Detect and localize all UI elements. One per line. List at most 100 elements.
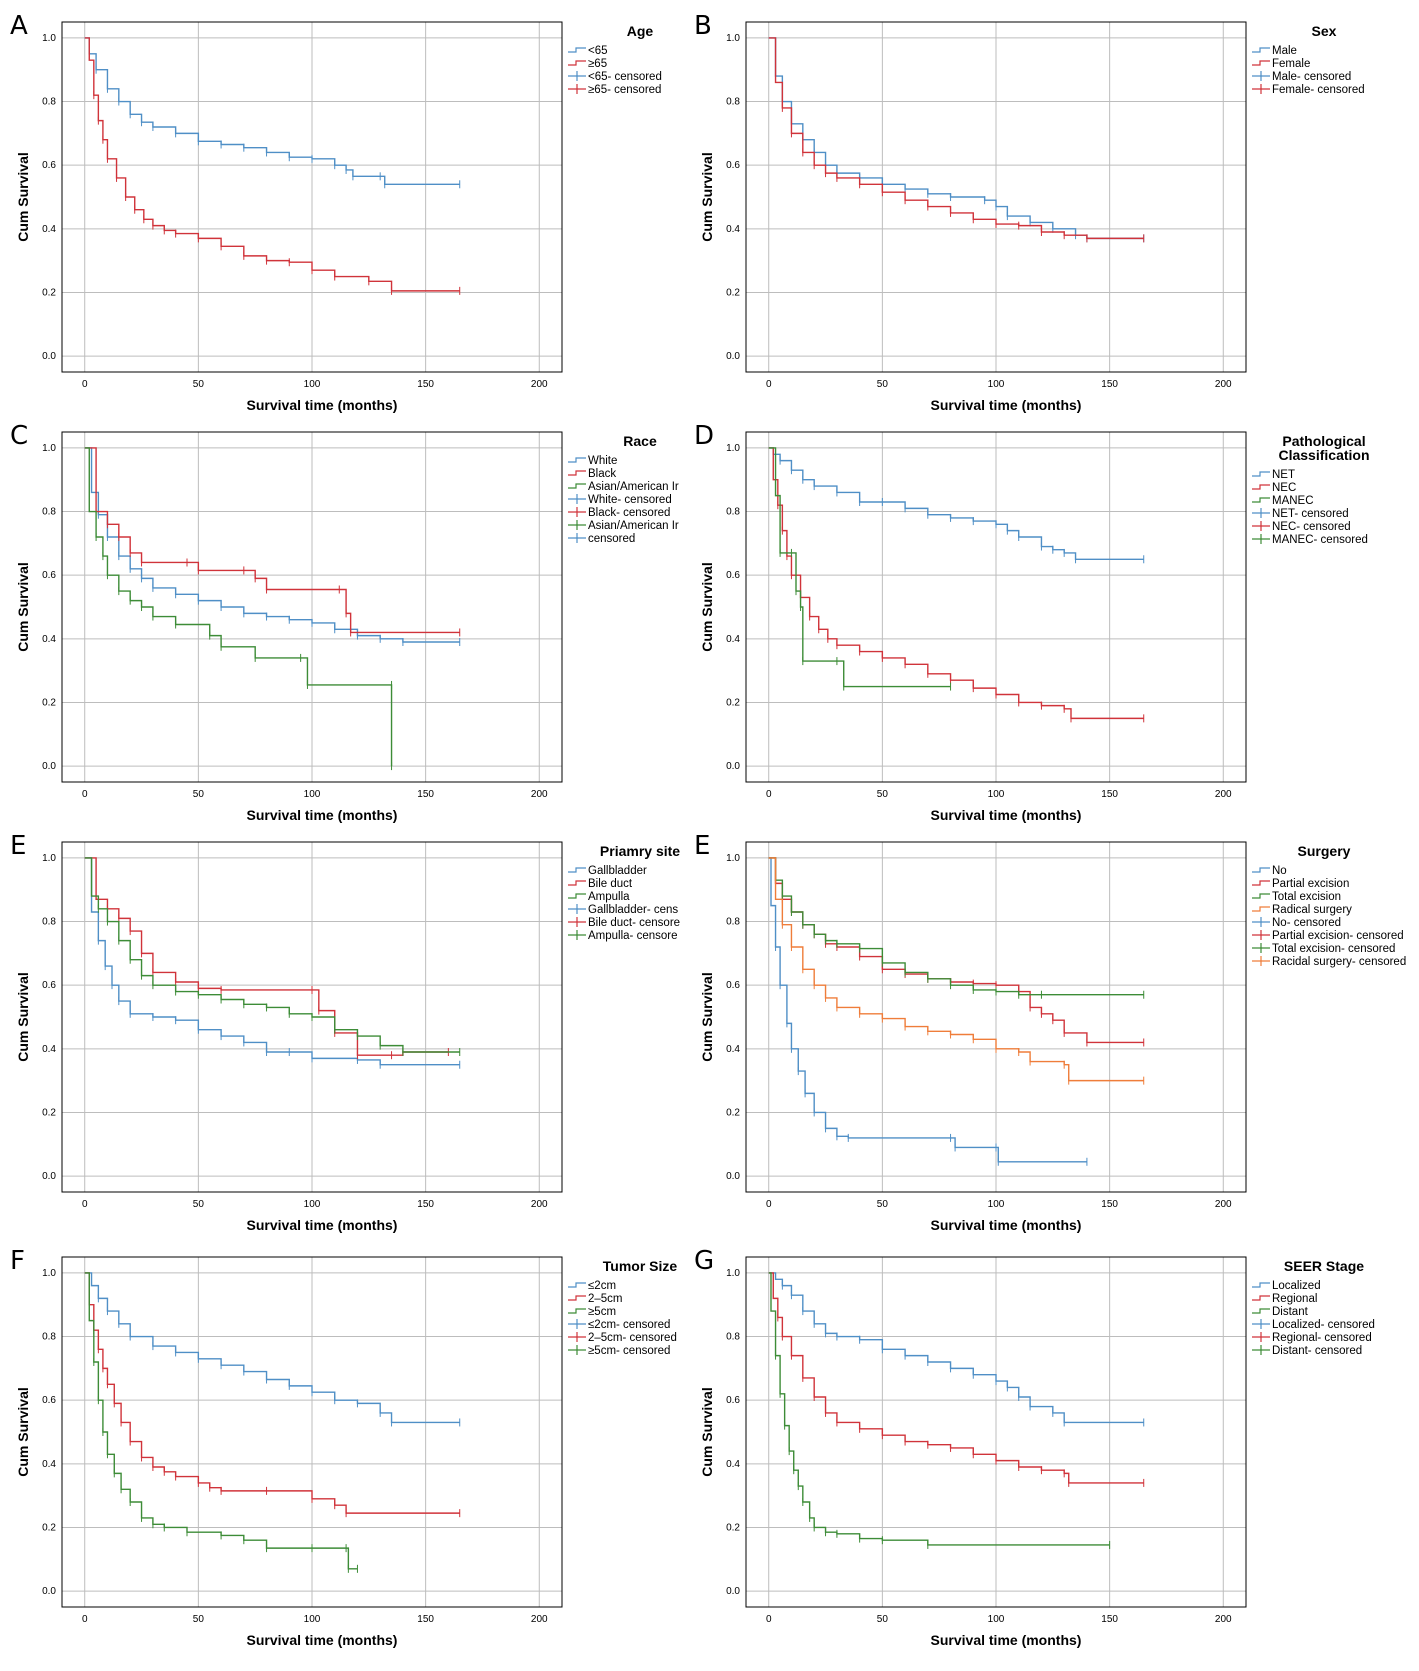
km-curve-NEC bbox=[768, 447, 1144, 720]
legend-label: Female- censored bbox=[1272, 84, 1365, 96]
legend-label: censored bbox=[588, 533, 635, 545]
legend-title: Priamry site bbox=[600, 843, 680, 859]
y-tick-label: 0.4 bbox=[42, 1459, 56, 1470]
legend-swatch bbox=[568, 1282, 586, 1288]
plot-frame bbox=[61, 841, 563, 1193]
panel-letter: E bbox=[694, 831, 710, 861]
x-tick-label: 200 bbox=[1215, 1199, 1232, 1210]
legend-label: White- censored bbox=[588, 494, 672, 506]
y-tick-label: 0.6 bbox=[42, 570, 56, 581]
x-axis-title: Survival time (months) bbox=[247, 807, 398, 823]
y-tick-label: 0.2 bbox=[726, 287, 740, 298]
y-tick-label: 1.0 bbox=[42, 853, 56, 864]
y-tick-label: 0.2 bbox=[42, 1522, 56, 1533]
km-panel-4: D 0 50 100 150 200 0.0 0.2 0.4 0.6 0.8 1.0 Survival … bbox=[694, 421, 1370, 823]
y-tick-label: 0.4 bbox=[42, 1044, 56, 1055]
x-tick-label: 50 bbox=[193, 1614, 205, 1625]
y-tick-label: 0.2 bbox=[42, 287, 56, 298]
legend-swatch bbox=[568, 1295, 586, 1301]
x-axis-title: Survival time (months) bbox=[247, 397, 398, 413]
x-tick-label: 200 bbox=[531, 1614, 548, 1625]
x-tick-label: 150 bbox=[1101, 1199, 1118, 1210]
km-curve-2–5cm bbox=[84, 1272, 460, 1514]
x-tick-label: 0 bbox=[766, 789, 772, 800]
legend-swatch bbox=[1252, 47, 1270, 53]
legend-label: Gallbladder- cens bbox=[588, 904, 678, 916]
legend-label: ≥5cm bbox=[588, 1306, 616, 1318]
x-tick-label: 50 bbox=[877, 1614, 889, 1625]
x-tick-label: 100 bbox=[304, 789, 321, 800]
y-tick-label: 0.8 bbox=[42, 507, 56, 518]
x-tick-label: 50 bbox=[193, 1199, 205, 1210]
legend-title: Pathological bbox=[1282, 433, 1365, 449]
y-tick-label: 1.0 bbox=[726, 443, 740, 454]
y-tick-label: 0.8 bbox=[42, 97, 56, 108]
y-tick-label: 0.0 bbox=[726, 1171, 740, 1182]
legend-label: Asian/American Ir bbox=[588, 520, 679, 532]
y-tick-label: 0.6 bbox=[726, 1395, 740, 1406]
legend-swatch bbox=[1252, 1308, 1270, 1314]
legend-swatch bbox=[568, 880, 586, 886]
y-tick-label: 0.0 bbox=[726, 1586, 740, 1597]
legend-swatch bbox=[568, 457, 586, 463]
km-curve-Total excision bbox=[768, 857, 1144, 996]
legend-label: ≥5cm- censored bbox=[588, 1345, 670, 1357]
x-tick-label: 150 bbox=[417, 379, 434, 390]
x-tick-label: 150 bbox=[417, 1614, 434, 1625]
legend-swatch bbox=[568, 470, 586, 476]
legend-label: MANEC bbox=[1272, 495, 1314, 507]
x-tick-label: 0 bbox=[82, 1614, 88, 1625]
y-tick-label: 0.2 bbox=[726, 1522, 740, 1533]
x-tick-label: 50 bbox=[877, 789, 889, 800]
km-panel-7: F 0 50 100 150 200 0.0 0.2 0.4 0.6 0.8 1.0 Survival … bbox=[10, 1246, 677, 1648]
legend-label: Localized- censored bbox=[1272, 1319, 1375, 1331]
y-tick-label: 0.6 bbox=[42, 980, 56, 991]
legend-label: Female bbox=[1272, 58, 1310, 70]
x-tick-label: 200 bbox=[531, 379, 548, 390]
legend-label: Total excision- censored bbox=[1272, 943, 1395, 955]
x-tick-label: 100 bbox=[304, 1614, 321, 1625]
km-panel-1: A 0 50 100 150 200 0.0 0.2 0.4 0.6 0.8 1.0 Survival … bbox=[10, 11, 662, 413]
legend-swatch bbox=[1252, 484, 1270, 490]
x-tick-label: 0 bbox=[766, 1199, 772, 1210]
legend-label: Regional- censored bbox=[1272, 1332, 1372, 1344]
legend-label: Male bbox=[1272, 45, 1297, 57]
y-tick-label: 0.0 bbox=[42, 761, 56, 772]
km-curve-Male bbox=[768, 37, 1144, 240]
legend-swatch bbox=[1252, 497, 1270, 503]
y-tick-label: 0.6 bbox=[726, 570, 740, 581]
legend-swatch bbox=[1252, 867, 1270, 873]
panel-letter: B bbox=[694, 11, 712, 41]
x-tick-label: 50 bbox=[877, 1199, 889, 1210]
y-tick-label: 0.0 bbox=[42, 1586, 56, 1597]
x-tick-label: 0 bbox=[82, 1199, 88, 1210]
legend-label: MANEC- censored bbox=[1272, 534, 1368, 546]
plot-frame bbox=[745, 431, 1247, 783]
plot-frame bbox=[61, 431, 563, 783]
legend-label: Partial excision bbox=[1272, 878, 1349, 890]
legend-label: ≤2cm bbox=[588, 1280, 616, 1292]
km-curve-Asian/American Ir bbox=[84, 447, 393, 767]
x-tick-label: 150 bbox=[1101, 789, 1118, 800]
y-tick-label: 1.0 bbox=[42, 443, 56, 454]
plot-frame bbox=[745, 1256, 1247, 1608]
x-tick-label: 50 bbox=[193, 379, 205, 390]
legend-label: Radical surgery bbox=[1272, 904, 1352, 916]
y-tick-label: 1.0 bbox=[726, 1268, 740, 1279]
legend-label: Bile duct- censore bbox=[588, 917, 680, 929]
y-tick-label: 0.4 bbox=[726, 224, 740, 235]
x-tick-label: 100 bbox=[988, 379, 1005, 390]
x-tick-label: 50 bbox=[877, 379, 889, 390]
x-tick-label: 100 bbox=[304, 379, 321, 390]
x-tick-label: 0 bbox=[766, 1614, 772, 1625]
x-axis-title: Survival time (months) bbox=[931, 807, 1082, 823]
legend-title: Tumor Size bbox=[603, 1258, 678, 1274]
km-curve-White bbox=[84, 447, 460, 643]
km-curve-<65 bbox=[84, 37, 460, 185]
km-curve-MANEC bbox=[768, 447, 951, 688]
y-tick-label: 0.4 bbox=[726, 634, 740, 645]
legend-label: NET- censored bbox=[1272, 508, 1349, 520]
legend-label: NEC bbox=[1272, 482, 1296, 494]
km-curve-≥5cm bbox=[84, 1272, 358, 1570]
